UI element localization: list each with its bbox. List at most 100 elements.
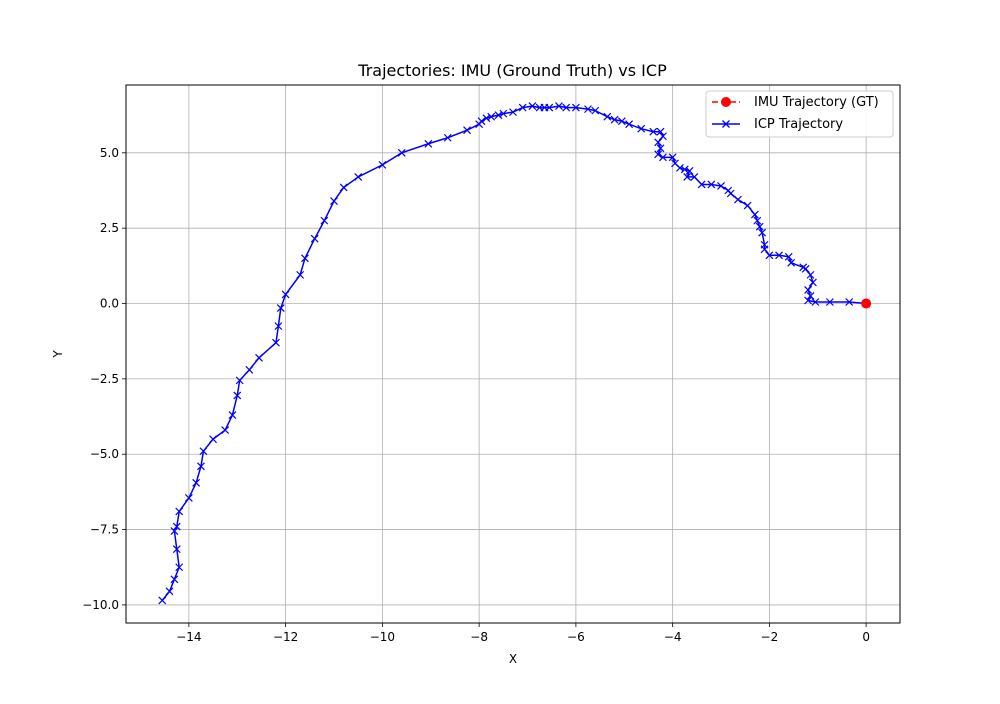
icp-point-marker — [668, 153, 677, 162]
y-tick-label: 5.0 — [100, 146, 119, 160]
icp-point-marker — [158, 596, 167, 605]
icp-point-marker — [845, 298, 854, 306]
icp-point-marker — [617, 117, 626, 126]
icp-point-marker — [482, 114, 491, 123]
icp-point-marker — [717, 182, 725, 190]
legend-icp-marker — [722, 120, 730, 128]
icp-point-marker — [354, 173, 363, 181]
imu-trajectory-series — [861, 298, 872, 309]
y-tick-label: −2.5 — [90, 372, 119, 386]
icp-point-marker — [603, 112, 612, 121]
icp-point-marker — [339, 183, 348, 192]
icp-point-marker — [806, 270, 815, 279]
icp-point-marker — [296, 270, 305, 279]
icp-point-marker — [281, 290, 290, 299]
y-tick-label: 2.5 — [100, 221, 119, 235]
icp-point-marker — [301, 254, 309, 263]
series-line — [161, 105, 867, 601]
icp-point-marker — [690, 173, 699, 181]
icp-point-marker — [528, 102, 537, 111]
icp-point-marker — [192, 478, 201, 487]
icp-point-marker — [760, 240, 769, 249]
icp-point-marker — [649, 127, 658, 136]
icp-point-marker — [799, 263, 808, 272]
icp-point-marker — [535, 103, 544, 112]
icp-point-marker — [518, 103, 527, 112]
icp-point-marker — [562, 103, 571, 112]
icp-point-marker — [170, 527, 179, 535]
grid-lines — [126, 85, 900, 623]
icp-point-marker — [724, 186, 733, 195]
icp-point-marker — [584, 105, 592, 114]
icp-point-marker — [804, 296, 813, 305]
icp-point-marker — [656, 127, 665, 136]
icp-point-marker — [555, 102, 563, 111]
icp-point-marker — [233, 391, 242, 400]
icp-point-marker — [775, 251, 783, 260]
icp-point-marker — [499, 109, 508, 118]
icp-point-marker — [743, 201, 752, 210]
icp-point-marker — [659, 132, 667, 141]
icp-point-marker — [172, 545, 181, 554]
icp-point-marker — [443, 133, 452, 142]
icp-point-marker — [175, 563, 184, 572]
icp-point-marker — [753, 216, 762, 225]
icp-point-marker — [255, 353, 263, 362]
icp-point-marker — [804, 286, 813, 294]
icp-point-marker — [475, 120, 484, 129]
icp-point-marker — [274, 322, 283, 331]
icp-point-marker — [591, 106, 600, 115]
icp-point-marker — [659, 153, 667, 162]
icp-point-marker — [310, 234, 319, 243]
icp-point-marker — [707, 180, 716, 189]
icp-point-marker — [172, 522, 181, 531]
icp-point-marker — [671, 159, 679, 168]
icp-point-marker — [509, 108, 517, 117]
icp-point-marker — [228, 411, 237, 419]
icp-point-marker — [637, 124, 646, 133]
series-layer — [158, 102, 872, 605]
icp-point-marker — [397, 148, 406, 157]
icp-point-marker — [656, 144, 665, 153]
icp-point-marker — [199, 447, 208, 456]
x-tick-label: −14 — [176, 630, 201, 644]
x-tick-label: −6 — [567, 630, 585, 644]
icp-point-marker — [245, 365, 254, 374]
legend-box — [705, 90, 894, 138]
y-axis-label: Y — [51, 350, 65, 359]
icp-point-marker — [571, 103, 580, 112]
icp-point-marker — [197, 462, 205, 471]
icp-point-marker — [654, 138, 663, 147]
imu-point-marker — [861, 298, 872, 309]
icp-point-marker — [654, 150, 663, 159]
icp-point-marker — [184, 493, 193, 502]
icp-point-marker — [610, 115, 619, 124]
x-tick-label: −10 — [370, 630, 395, 644]
icp-point-marker — [765, 251, 774, 260]
y-tick-label: −7.5 — [90, 523, 119, 537]
y-tick-label: −5.0 — [90, 447, 119, 461]
plot-frame — [125, 84, 901, 624]
icp-point-marker — [697, 180, 706, 189]
icp-point-marker — [463, 126, 471, 135]
icp-point-marker — [320, 216, 329, 225]
icp-point-marker — [494, 111, 503, 120]
x-tick-label: −4 — [664, 630, 682, 644]
x-tick-label: −2 — [761, 630, 779, 644]
legend: IMU Trajectory (GT) ICP Trajectory — [705, 90, 894, 138]
icp-point-marker — [272, 338, 280, 347]
chart-title: Trajectories: IMU (Ground Truth) vs ICP — [357, 61, 667, 80]
x-axis-label: X — [509, 652, 517, 666]
icp-point-marker — [784, 252, 793, 261]
icp-point-marker — [330, 197, 338, 205]
legend-gt-label: IMU Trajectory (GT) — [754, 95, 879, 110]
icp-point-marker — [424, 139, 433, 148]
x-tick-label: −8 — [470, 630, 488, 644]
legend-icp-label: ICP Trajectory — [754, 117, 843, 132]
icp-point-marker — [809, 278, 817, 287]
icp-point-marker — [625, 120, 634, 129]
icp-point-marker — [685, 166, 694, 175]
icp-point-marker — [825, 298, 834, 306]
